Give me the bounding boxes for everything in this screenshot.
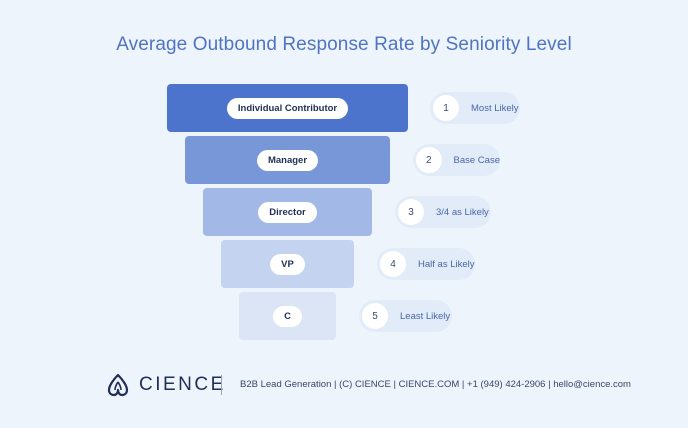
rank-pill-4: 4 Half as Likely <box>377 248 475 280</box>
rank-label: 3/4 as Likely <box>436 206 489 218</box>
footer-contact-text: B2B Lead Generation | (C) CIENCE | CIENC… <box>240 379 631 390</box>
funnel-bar-c: C <box>239 292 336 340</box>
level-label: Director <box>258 201 317 223</box>
funnel-bar-vp: VP <box>221 240 354 288</box>
level-label: VP <box>270 253 305 275</box>
funnel-bar-manager: Manager <box>185 136 390 184</box>
level-label: C <box>273 305 302 327</box>
rank-number: 2 <box>416 147 442 173</box>
funnel-bar-director: Director <box>203 188 372 236</box>
rank-label: Half as Likely <box>418 258 475 270</box>
rank-pill-2: 2 Base Case <box>413 144 500 176</box>
level-label: Manager <box>256 149 319 171</box>
brand-name: CIENCE <box>139 374 226 395</box>
footer-divider <box>221 375 222 395</box>
rank-number: 4 <box>380 251 406 277</box>
rank-number: 1 <box>433 95 459 121</box>
cience-logo: CIENCE <box>105 373 226 397</box>
rank-pill-1: 1 Most Likely <box>430 92 520 124</box>
rank-pill-5: 5 Least Likely <box>359 300 452 332</box>
cience-leaf-icon <box>107 373 129 397</box>
rank-label: Least Likely <box>400 310 451 322</box>
level-label: Individual Contributor <box>226 97 349 119</box>
rank-number: 5 <box>362 303 388 329</box>
rank-label: Most Likely <box>471 102 519 114</box>
funnel-bar-individual-contributor: Individual Contributor <box>167 84 408 132</box>
page-title: Average Outbound Response Rate by Senior… <box>116 34 572 55</box>
rank-number: 3 <box>398 199 424 225</box>
rank-pill-3: 3 3/4 as Likely <box>395 196 491 228</box>
rank-label: Base Case <box>453 154 500 166</box>
